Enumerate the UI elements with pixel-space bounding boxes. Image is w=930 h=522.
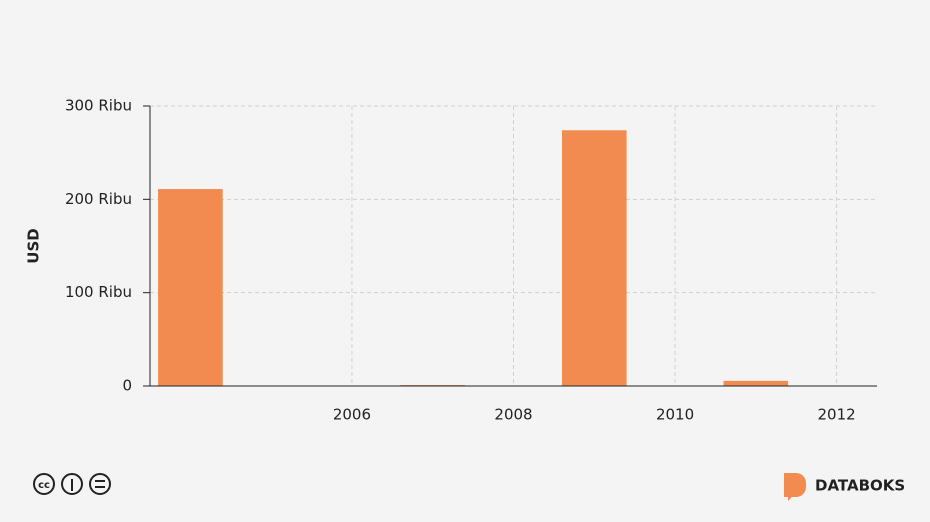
x-tick-label: 2010 [656, 406, 694, 424]
x-tick-label: 2008 [494, 406, 532, 424]
y-tick-label: 300 Ribu [65, 97, 132, 115]
bar [561, 130, 627, 386]
y-axis-label: USD [25, 228, 43, 263]
bar [158, 189, 223, 386]
cc-icon-text: cc [38, 480, 50, 491]
license-icons [33, 473, 111, 495]
x-tick-label: 2012 [818, 406, 856, 424]
brand-name: DATABOKS [815, 477, 905, 495]
brand-logo [784, 473, 806, 501]
y-tick-label: 200 Ribu [65, 190, 132, 208]
x-tick-label: 2006 [333, 406, 371, 424]
bar [723, 380, 789, 386]
y-tick-label: 0 [122, 377, 132, 395]
y-tick-label: 100 Ribu [65, 283, 132, 301]
